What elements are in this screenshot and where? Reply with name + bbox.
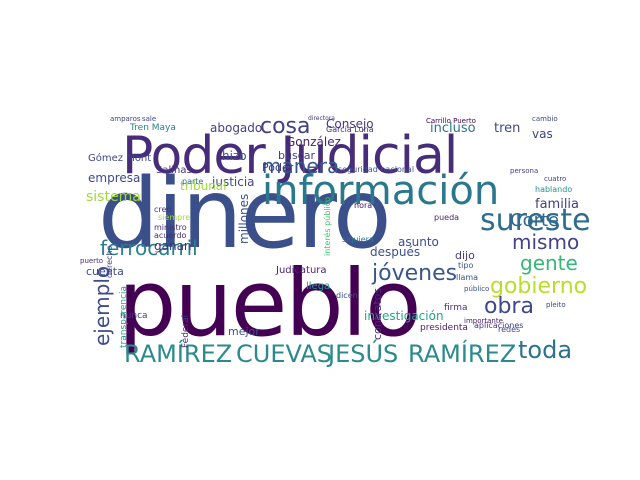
cloud-word: justicia — [212, 175, 255, 189]
cloud-word: pueda — [434, 213, 460, 222]
cloud-word: después — [370, 245, 421, 259]
cloud-word: asunto — [398, 235, 439, 249]
cloud-word: acuerdo — [154, 231, 187, 240]
cloud-word: puerto — [80, 257, 104, 265]
cloud-word: incluso — [430, 121, 476, 136]
cloud-word: RAMÍREZ — [124, 340, 233, 368]
cloud-word: Poder — [262, 161, 294, 174]
cloud-word: García Luna — [326, 125, 374, 134]
cloud-word: Gómez Mont — [88, 153, 152, 164]
cloud-word: creo — [154, 205, 172, 214]
cloud-word: cuatro — [544, 175, 567, 183]
cloud-word: empresa — [88, 171, 141, 185]
cloud-word: Consejo — [326, 117, 374, 131]
cloud-word: Salinas — [156, 165, 192, 176]
cloud-word: jóvenes — [372, 261, 458, 286]
cloud-word: importante — [464, 317, 503, 325]
cloud-word: investigación — [364, 309, 444, 323]
cloud-word: contratos — [371, 287, 384, 340]
cloud-word: Federal — [181, 314, 191, 348]
cloud-word: Judicatura — [276, 265, 327, 276]
cloud-word: tipo — [458, 261, 474, 270]
cloud-word: derecho — [105, 245, 114, 278]
cloud-word: seguridad nacional — [338, 165, 415, 174]
cloud-word: ferrocarril — [100, 236, 198, 260]
cloud-word: toda — [518, 336, 573, 364]
cloud-word: familia — [535, 197, 580, 212]
cloud-word: sistema — [86, 189, 141, 205]
cloud-word: hizo — [222, 149, 247, 163]
cloud-word: pueblo — [118, 250, 422, 357]
word-cloud: dinero pueblo Poder Judicial información… — [80, 114, 591, 368]
cloud-word: cuenta — [86, 265, 124, 278]
cloud-word: tren — [494, 121, 521, 136]
cloud-word: RAMÍREZ — [408, 340, 517, 368]
cloud-word: amparos — [110, 115, 141, 123]
cloud-word: directora — [308, 115, 335, 122]
cloud-word: CUEVAS — [236, 340, 333, 368]
cloud-word: público — [464, 285, 490, 293]
cloud-word: ministro — [154, 223, 187, 232]
cloud-word: dijo — [455, 249, 475, 262]
cloud-word: ganan — [154, 239, 192, 253]
cloud-word: presidenta — [420, 323, 468, 333]
cloud-word: persona — [510, 167, 539, 175]
cloud-word: cambio — [532, 115, 558, 123]
cloud-word: manera — [262, 154, 340, 178]
cloud-word: hora — [354, 201, 373, 210]
cloud-word: mejor — [228, 325, 260, 338]
cloud-word: gobierno — [490, 274, 588, 299]
cloud-word: González — [286, 135, 341, 149]
cloud-word: redes — [498, 325, 521, 334]
cloud-word: buscar — [278, 149, 315, 162]
cloud-word: interés público — [323, 196, 332, 256]
cloud-word: gente — [520, 251, 578, 275]
cloud-word: JESÚS — [328, 340, 399, 368]
cloud-word: Carrillo Puerto — [426, 117, 476, 125]
cloud-word: siquiera — [342, 235, 374, 244]
cloud-word: mismo — [512, 230, 580, 254]
cloud-word: hablando — [535, 185, 573, 194]
cloud-word: nunca — [120, 311, 148, 321]
cloud-word: pleito — [546, 301, 566, 309]
cloud-word: firma — [444, 303, 468, 313]
cloud-word: aplicaciones — [474, 321, 524, 330]
cloud-word: abogado — [210, 121, 263, 135]
cloud-word: cosa — [260, 114, 311, 139]
cloud-word: vas — [532, 127, 553, 141]
cloud-word: sale — [142, 115, 157, 123]
cloud-word: parte — [182, 177, 204, 186]
cloud-word: llama — [456, 273, 479, 282]
cloud-word: dicen — [336, 291, 358, 300]
cloud-word: dinero — [98, 158, 392, 270]
cloud-word: obra — [484, 294, 534, 319]
cloud-word: transparencia — [119, 285, 129, 348]
cloud-word: millones — [237, 193, 251, 244]
cloud-word: siempre — [158, 213, 191, 222]
cloud-word: sureste — [480, 203, 591, 238]
cloud-word: Corte — [510, 210, 560, 231]
cloud-word: tribunal — [180, 179, 227, 193]
cloud-word: información — [262, 168, 500, 214]
cloud-word: llega — [306, 281, 331, 292]
cloud-word: Poder Judicial — [122, 126, 458, 186]
cloud-word: Tren Maya — [130, 123, 176, 133]
